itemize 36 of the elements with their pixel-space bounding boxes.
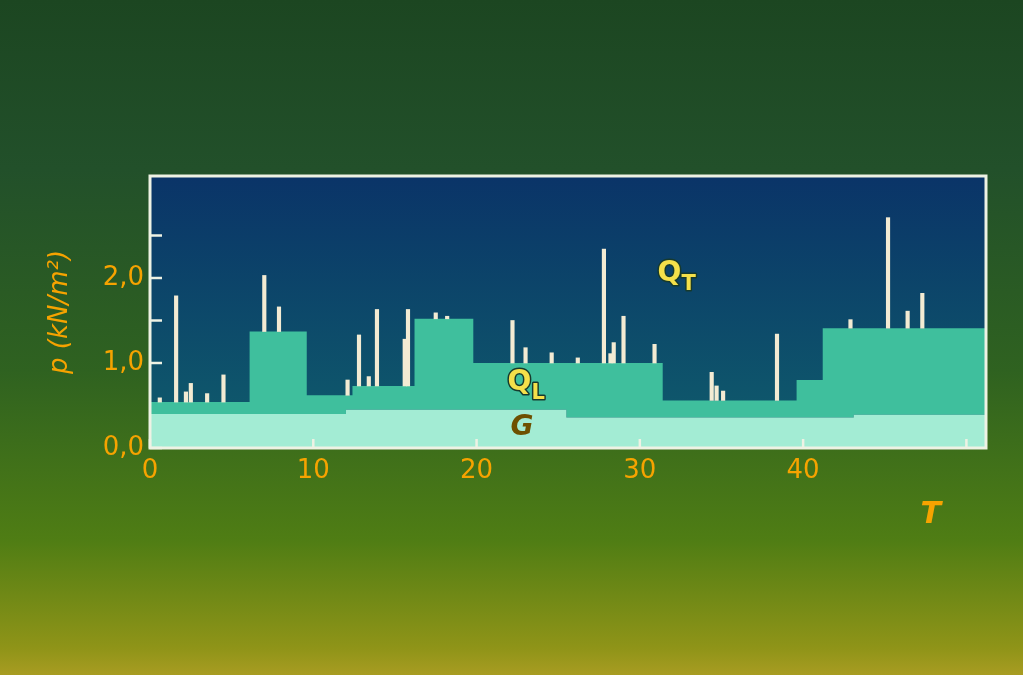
bar: [221, 374, 226, 403]
y-tick-label: 2,0: [102, 260, 144, 291]
bar: [356, 334, 362, 387]
bar: [205, 393, 210, 403]
bar: [885, 217, 891, 329]
bar: [262, 275, 267, 332]
bar: [905, 310, 910, 329]
bar: [920, 292, 925, 329]
bar: [721, 390, 726, 401]
bar: [848, 319, 853, 329]
bar: [405, 309, 411, 387]
bar: [276, 306, 282, 332]
bar: [174, 295, 179, 403]
bar: [188, 383, 193, 403]
bar: [549, 352, 554, 364]
bar: [611, 342, 616, 364]
y-tick-label: 0,0: [102, 430, 144, 461]
bar: [366, 376, 371, 387]
series-label: G: [510, 408, 534, 442]
bar: [652, 343, 657, 364]
bar: [601, 248, 606, 364]
x-tick-label: 10: [296, 454, 330, 485]
y-axis-title: p (kN/m²): [43, 249, 74, 376]
bar: [445, 315, 450, 320]
bar: [621, 315, 626, 364]
bar: [523, 347, 528, 364]
x-tick-label: 20: [460, 454, 494, 485]
x-axis-title: T: [920, 494, 944, 530]
x-tick-label: 30: [623, 454, 657, 485]
bar: [345, 379, 350, 396]
y-tick-label: 1,0: [102, 345, 144, 376]
bar: [510, 320, 515, 364]
bar: [374, 309, 380, 387]
x-tick-label: 40: [786, 454, 820, 485]
bar: [774, 333, 780, 401]
x-tick-label: 0: [141, 454, 159, 485]
